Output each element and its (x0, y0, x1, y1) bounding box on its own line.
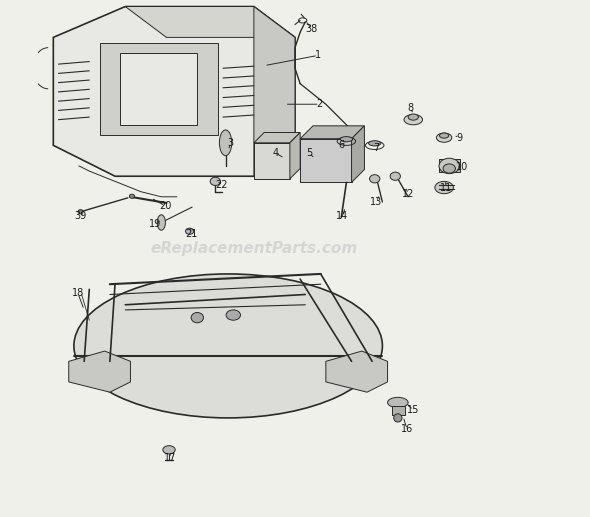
Text: 1: 1 (315, 50, 321, 60)
Text: 14: 14 (336, 211, 349, 221)
Text: 4: 4 (273, 148, 278, 158)
Ellipse shape (210, 177, 221, 186)
Polygon shape (300, 126, 365, 139)
Text: 22: 22 (216, 180, 228, 190)
Ellipse shape (74, 274, 382, 418)
Text: 39: 39 (74, 211, 86, 221)
Polygon shape (254, 7, 295, 176)
Text: 6: 6 (338, 141, 345, 150)
Polygon shape (352, 126, 365, 183)
Polygon shape (125, 7, 295, 37)
FancyBboxPatch shape (392, 406, 405, 415)
Polygon shape (326, 351, 388, 392)
Text: 15: 15 (407, 405, 419, 415)
Ellipse shape (390, 172, 401, 180)
Polygon shape (120, 53, 197, 125)
Text: 9: 9 (457, 133, 463, 143)
Ellipse shape (435, 181, 453, 194)
Ellipse shape (440, 133, 449, 138)
Text: eReplacementParts.com: eReplacementParts.com (150, 241, 358, 256)
Text: 38: 38 (306, 24, 317, 34)
Ellipse shape (157, 215, 165, 230)
Text: 17: 17 (165, 453, 177, 463)
Polygon shape (254, 132, 300, 143)
Text: 11: 11 (440, 183, 452, 192)
Text: 13: 13 (370, 197, 382, 207)
Text: 16: 16 (401, 424, 413, 434)
Ellipse shape (408, 114, 418, 120)
Text: 20: 20 (159, 201, 172, 211)
Ellipse shape (439, 158, 460, 174)
Ellipse shape (340, 136, 353, 142)
Polygon shape (69, 351, 130, 392)
FancyBboxPatch shape (300, 139, 352, 183)
FancyBboxPatch shape (254, 143, 290, 179)
Text: 5: 5 (306, 148, 313, 158)
Ellipse shape (404, 115, 422, 125)
Text: 18: 18 (72, 288, 84, 298)
Ellipse shape (129, 194, 135, 199)
Ellipse shape (394, 414, 402, 422)
Text: 8: 8 (408, 103, 414, 113)
Ellipse shape (78, 210, 83, 214)
Text: 2: 2 (317, 99, 323, 109)
Ellipse shape (191, 312, 204, 323)
Ellipse shape (388, 398, 408, 407)
Ellipse shape (163, 446, 175, 454)
Polygon shape (290, 132, 300, 179)
Ellipse shape (443, 164, 455, 173)
Ellipse shape (437, 133, 452, 142)
Polygon shape (100, 42, 218, 135)
FancyBboxPatch shape (439, 159, 460, 172)
Text: 12: 12 (402, 189, 414, 199)
Ellipse shape (226, 310, 241, 320)
Polygon shape (53, 7, 295, 176)
Text: 21: 21 (185, 229, 197, 239)
Ellipse shape (369, 141, 381, 146)
Ellipse shape (185, 228, 194, 234)
Text: 7: 7 (373, 143, 379, 153)
Ellipse shape (219, 130, 232, 156)
Ellipse shape (369, 175, 380, 183)
Text: 19: 19 (149, 219, 161, 229)
Text: 10: 10 (456, 162, 468, 172)
Text: 3: 3 (228, 138, 234, 148)
